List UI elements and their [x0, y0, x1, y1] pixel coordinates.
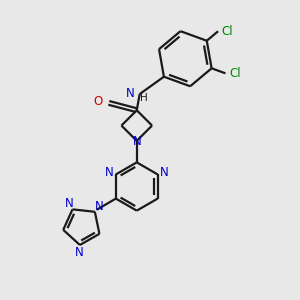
- Text: O: O: [93, 95, 102, 108]
- Text: N: N: [75, 246, 83, 259]
- Text: N: N: [105, 167, 114, 179]
- Text: H: H: [140, 93, 148, 103]
- Text: Cl: Cl: [222, 25, 233, 38]
- Text: N: N: [126, 87, 134, 100]
- Text: Cl: Cl: [229, 67, 241, 80]
- Text: N: N: [95, 200, 104, 213]
- Text: N: N: [64, 196, 73, 209]
- Text: N: N: [160, 167, 169, 179]
- Text: N: N: [132, 135, 141, 148]
